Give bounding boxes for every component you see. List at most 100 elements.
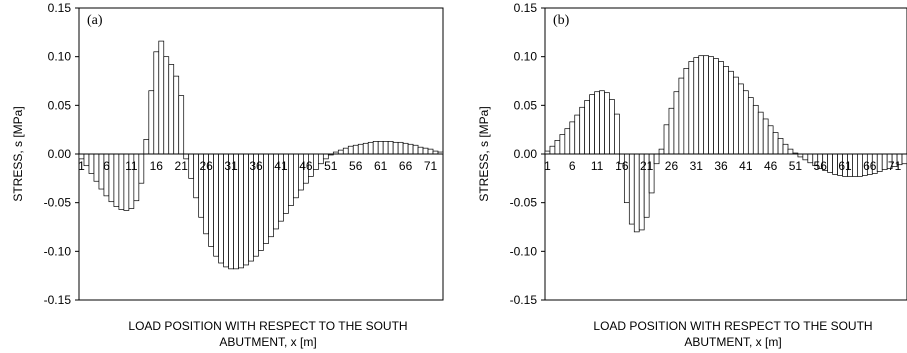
bar	[767, 125, 774, 155]
y-tick-label: -0.15	[510, 293, 538, 307]
bar	[787, 148, 794, 155]
bar	[876, 153, 883, 172]
x-tick-label: 56	[814, 159, 828, 173]
bar	[782, 143, 789, 155]
y-tick-label: 0.00	[514, 147, 538, 161]
bar	[762, 118, 769, 155]
x-tick-label: 56	[349, 159, 363, 173]
x-tick-label: 71	[888, 159, 902, 173]
bar	[337, 149, 344, 155]
x-axis-title-line1: LOAD POSITION WITH RESPECT TO THE SOUTH	[593, 319, 872, 333]
bar	[574, 114, 581, 155]
y-axis-title: STRESS, s [MPa]	[11, 106, 25, 201]
y-tick-label: 0.10	[48, 50, 72, 64]
bar	[268, 153, 274, 238]
bar	[901, 153, 907, 165]
bar	[559, 134, 566, 155]
bar	[554, 140, 561, 155]
bar	[362, 142, 369, 155]
bar	[178, 95, 185, 155]
x-tick-label: 11	[125, 159, 138, 173]
bar	[832, 153, 838, 175]
x-tick-label: 36	[249, 159, 263, 173]
x-tick-label: 61	[374, 159, 388, 173]
bar	[352, 144, 359, 155]
bar	[633, 153, 640, 233]
bar	[397, 141, 404, 155]
bar	[743, 90, 749, 155]
bar	[357, 143, 364, 155]
bar	[584, 100, 590, 155]
bar	[417, 146, 424, 155]
bar	[857, 153, 863, 177]
bar	[594, 91, 600, 155]
bar	[138, 153, 145, 184]
bar	[693, 57, 700, 155]
y-tick-label: 0.05	[48, 98, 72, 112]
x-tick-label: 61	[838, 159, 852, 173]
y-tick-label: -0.15	[44, 293, 72, 307]
bar	[377, 141, 384, 155]
bar	[317, 153, 324, 165]
bar	[173, 75, 180, 155]
bar	[713, 58, 719, 155]
bar	[688, 61, 695, 155]
bar	[153, 51, 160, 155]
y-tick-label: 0.15	[48, 1, 72, 15]
x-tick-label: 21	[175, 159, 189, 173]
x-tick-label: 66	[863, 159, 877, 173]
bar	[382, 141, 389, 155]
bar	[628, 153, 635, 225]
bar	[213, 153, 219, 257]
bar	[238, 153, 244, 269]
bar	[668, 107, 675, 155]
bar	[163, 56, 170, 155]
bar	[387, 141, 394, 155]
chart-panel-b: 0.150.100.050.00-0.05-0.10-0.151 6 11 16 21 2…	[477, 1, 907, 349]
bar	[143, 139, 150, 155]
bar	[703, 55, 709, 155]
x-axis-title-line2: ABUTMENT, x [m]	[684, 335, 781, 349]
bar	[218, 153, 224, 264]
bar	[599, 90, 605, 155]
bar	[188, 153, 195, 179]
bar	[802, 153, 809, 161]
bar	[392, 141, 399, 155]
bar	[193, 153, 200, 199]
bar	[757, 111, 764, 155]
x-tick-label: 31	[224, 159, 238, 173]
bar	[738, 83, 744, 155]
bar	[579, 106, 586, 155]
bar	[678, 77, 685, 155]
bar	[402, 142, 409, 155]
x-tick-label: 71	[424, 159, 438, 173]
bar	[569, 121, 576, 155]
x-axis-title-line2: ABUTMENT, x [m]	[219, 335, 316, 349]
y-tick-label: 0.00	[48, 147, 72, 161]
bar	[827, 153, 833, 173]
bar	[293, 153, 299, 199]
y-tick-label: 0.05	[514, 98, 538, 112]
bar	[93, 153, 100, 182]
bar	[728, 70, 734, 155]
bar	[288, 153, 294, 206]
bar	[422, 147, 429, 155]
y-tick-label: -0.05	[510, 196, 538, 210]
bar	[614, 113, 620, 155]
x-axis-title-line1: LOAD POSITION WITH RESPECT TO THE SOUTH	[128, 319, 407, 333]
bar	[564, 128, 571, 155]
x-tick-label: 1	[544, 159, 551, 173]
bar	[733, 76, 739, 155]
bar	[747, 97, 754, 155]
bar	[88, 153, 95, 174]
bar	[658, 148, 665, 155]
panel-label: (a)	[87, 13, 103, 28]
x-tick-label: 16	[615, 159, 629, 173]
x-tick-label: 16	[150, 159, 164, 173]
bar	[698, 55, 705, 155]
x-tick-label: 41	[274, 159, 288, 173]
x-tick-label: 66	[399, 159, 413, 173]
bar	[777, 138, 784, 155]
bar	[881, 153, 888, 170]
bar	[313, 153, 319, 170]
